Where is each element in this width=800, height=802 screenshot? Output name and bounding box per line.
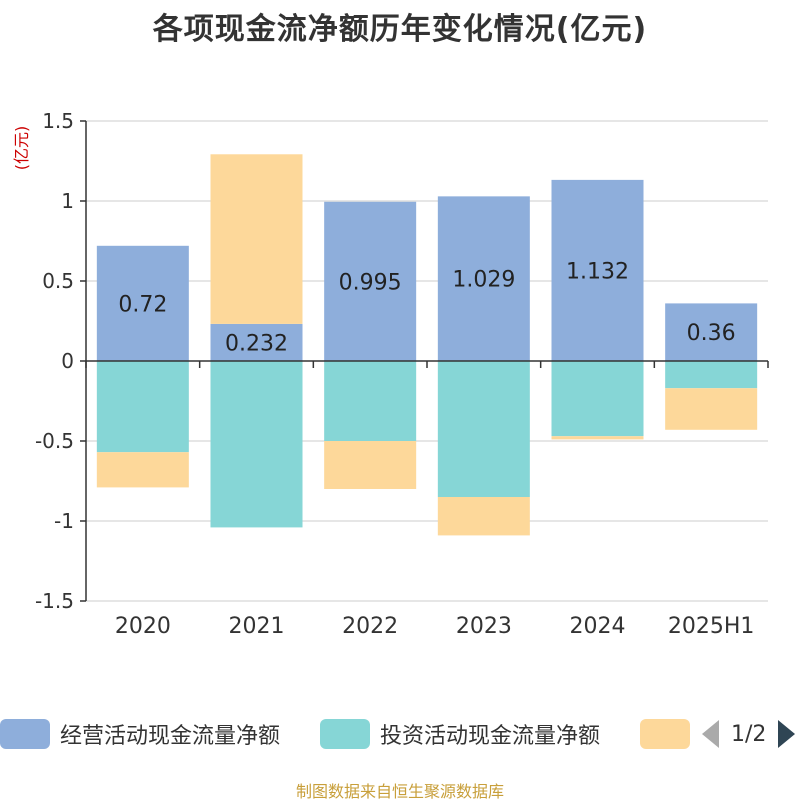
bar-investing-2022[interactable] [324, 361, 417, 441]
data-label-operating: 0.232 [225, 331, 288, 356]
data-label-operating: 1.132 [566, 259, 629, 284]
x-tick-label: 2021 [229, 614, 285, 639]
bar-investing-2023[interactable] [437, 361, 530, 497]
bar-financing-2022[interactable] [324, 441, 417, 489]
bar-operating-2022[interactable] [324, 201, 417, 361]
y-tick-label: -0.5 [35, 429, 74, 453]
legend-item-operating[interactable]: 经营活动现金流量净额 [0, 713, 280, 755]
legend-item-investing[interactable]: 投资活动现金流量净额 [320, 713, 600, 755]
y-tick-label: 1 [61, 189, 74, 213]
x-tick-label: 2020 [115, 614, 171, 639]
x-tick-label: 2022 [342, 614, 398, 639]
bar-financing-2025H1[interactable] [665, 388, 758, 430]
x-tick-label: 2025H1 [668, 614, 755, 639]
bar-investing-2024[interactable] [551, 361, 644, 437]
y-tick-label: 0.5 [42, 269, 74, 293]
bar-financing-2020[interactable] [96, 452, 189, 488]
legend-label-investing: 投资活动现金流量净额 [380, 724, 601, 749]
data-label-operating: 0.72 [118, 292, 167, 317]
bar-operating-2025H1[interactable] [665, 303, 758, 361]
bar-investing-2021[interactable] [210, 361, 303, 528]
data-source-note: 制图数据来自恒生聚源数据库 [295, 782, 504, 801]
legend-label-operating: 经营活动现金流量净额 [60, 724, 281, 749]
y-tick-label: -1.5 [35, 589, 74, 613]
bar-operating-2023[interactable] [437, 196, 530, 361]
legend-swatch-investing [320, 719, 370, 749]
bar-financing-2021[interactable] [210, 154, 303, 324]
chart-legend: 经营活动现金流量净额 投资活动现金流量净额 1/2 [0, 713, 800, 755]
legend-page-indicator: 1/2 [731, 721, 767, 747]
chart-title: 各项现金流净额历年变化情况(亿元) [152, 12, 648, 47]
y-tick-label: -1 [54, 509, 74, 533]
bar-financing-2023[interactable] [437, 497, 530, 536]
legend-swatch-operating [0, 719, 50, 749]
bar-operating-2020[interactable] [96, 245, 189, 361]
y-tick-label: 1.5 [42, 109, 74, 133]
data-label-operating: 1.029 [452, 268, 515, 293]
legend-item-financing[interactable] [640, 713, 700, 755]
legend-pager: 1/2 [702, 713, 796, 755]
bar-financing-2024[interactable] [551, 436, 644, 440]
x-tick-label: 2023 [456, 614, 512, 639]
data-label-operating: 0.36 [687, 321, 736, 346]
legend-swatch-financing [640, 719, 690, 749]
y-tick-label: 0 [61, 349, 74, 373]
x-tick-label: 2024 [570, 614, 626, 639]
data-label-operating: 0.995 [339, 270, 402, 295]
legend-prev-page-icon[interactable] [702, 720, 719, 748]
cash-flow-chart: 1.5 1 0.5 0 -0.5 -1 -1.5 0.72 0.232 0.995 1.029 1.1… [35, 109, 769, 639]
bar-operating-2024[interactable] [551, 179, 644, 361]
legend-next-page-icon[interactable] [778, 720, 796, 748]
bar-investing-2025H1[interactable] [665, 361, 758, 389]
bar-operating-2021[interactable] [210, 323, 303, 361]
bar-investing-2020[interactable] [96, 361, 189, 453]
